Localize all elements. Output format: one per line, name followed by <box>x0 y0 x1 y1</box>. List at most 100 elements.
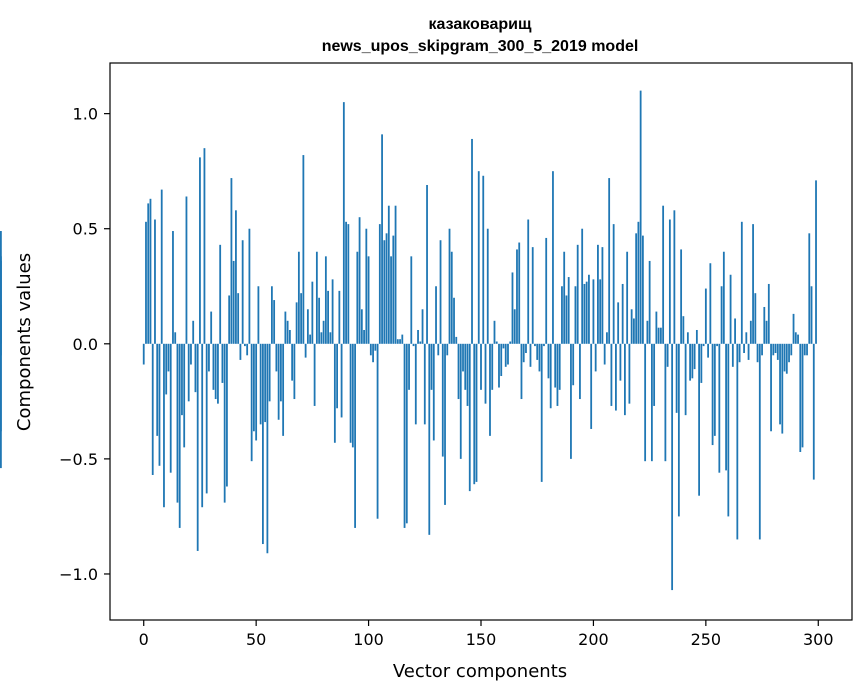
bar <box>684 343 687 416</box>
bar <box>360 309 363 344</box>
bar <box>646 320 649 344</box>
bar <box>212 343 215 390</box>
bar <box>812 343 815 480</box>
y-axis-ticks: 1.0 0.5 0.0 −0.5 −1.0 <box>59 105 110 584</box>
bar <box>241 240 244 344</box>
bar <box>486 228 489 344</box>
bar <box>659 327 662 344</box>
bar <box>275 343 278 372</box>
bar <box>538 343 541 372</box>
bar <box>419 341 422 344</box>
bar <box>320 332 323 344</box>
bar <box>691 343 694 379</box>
bar <box>761 343 763 356</box>
bar <box>331 279 334 344</box>
bar <box>536 343 539 360</box>
bar-series <box>0 90 817 591</box>
bar <box>477 171 480 344</box>
bar <box>297 251 300 344</box>
y-axis-label: Components values <box>14 253 35 431</box>
bar <box>365 228 368 344</box>
bar <box>797 334 799 344</box>
bar <box>709 263 712 344</box>
bar <box>720 286 723 344</box>
bar <box>462 343 464 372</box>
bar <box>574 286 577 344</box>
bar <box>354 343 356 528</box>
bar <box>707 343 709 358</box>
bar <box>612 224 615 344</box>
bar <box>208 343 210 372</box>
bar <box>704 288 707 344</box>
bar <box>547 343 550 379</box>
bar <box>342 102 345 344</box>
bar <box>581 228 584 344</box>
bar <box>563 251 566 344</box>
bar <box>300 293 303 344</box>
bar <box>235 210 237 344</box>
bar <box>686 332 689 344</box>
bar <box>738 343 741 363</box>
bar <box>815 180 817 344</box>
bar <box>428 343 431 535</box>
bar <box>437 343 440 356</box>
bar <box>509 341 512 344</box>
bar <box>662 205 665 344</box>
bar <box>214 343 217 400</box>
bar <box>142 343 145 365</box>
bar <box>217 343 219 404</box>
bar <box>534 343 536 347</box>
bar <box>693 343 696 370</box>
bar <box>349 343 352 443</box>
bar <box>583 283 586 344</box>
bar <box>731 343 734 367</box>
bar <box>309 334 312 344</box>
bar <box>716 343 718 347</box>
bar <box>671 343 674 591</box>
bar <box>394 205 397 344</box>
bar <box>774 343 777 354</box>
y-tick-label: −0.5 <box>59 450 98 469</box>
bar <box>453 297 455 344</box>
bar <box>749 320 752 344</box>
bar <box>181 343 183 416</box>
bar <box>253 343 255 432</box>
bar <box>311 281 314 344</box>
bar <box>423 343 426 425</box>
bar <box>356 251 359 344</box>
bar <box>158 343 161 466</box>
bar <box>682 316 685 344</box>
bar <box>203 148 206 344</box>
bar <box>529 343 532 367</box>
bar <box>232 260 235 344</box>
x-tick-label: 50 <box>246 630 266 649</box>
bar <box>199 157 201 344</box>
bar <box>747 343 750 360</box>
bar <box>255 343 258 441</box>
bar <box>689 343 692 381</box>
bar <box>808 233 811 344</box>
bar <box>459 343 462 459</box>
bar <box>763 306 766 344</box>
bar <box>525 343 527 354</box>
bar <box>500 343 503 377</box>
bar <box>498 343 500 388</box>
bar <box>190 343 192 365</box>
bar <box>277 343 280 420</box>
bar <box>435 286 437 344</box>
x-tick-label: 250 <box>691 630 722 649</box>
bar <box>0 343 2 356</box>
bar <box>259 343 262 425</box>
bar <box>358 217 361 344</box>
bar <box>756 343 759 363</box>
bar <box>736 343 739 540</box>
bar <box>284 311 287 344</box>
bar <box>770 343 772 432</box>
bar <box>165 343 168 395</box>
y-tick-label: −1.0 <box>59 565 98 584</box>
bar <box>439 240 442 344</box>
bar <box>270 286 273 344</box>
bar <box>257 286 260 344</box>
bar <box>489 343 491 436</box>
